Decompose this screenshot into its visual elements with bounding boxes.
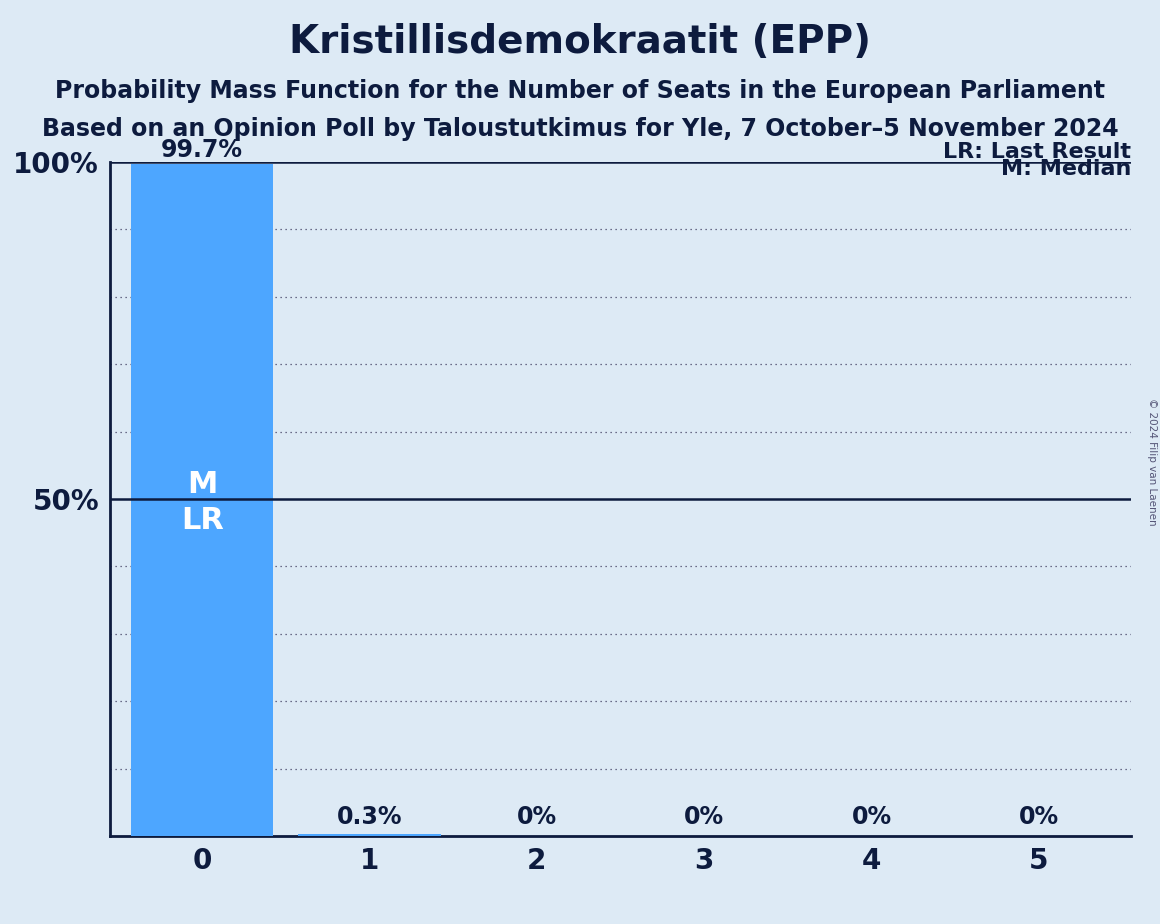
Text: 0%: 0% — [1018, 806, 1059, 830]
Bar — [131, 164, 274, 836]
Bar — [298, 834, 441, 836]
Text: M
LR: M LR — [181, 470, 224, 535]
Text: 0.3%: 0.3% — [336, 806, 403, 830]
Text: 0%: 0% — [851, 806, 892, 830]
Text: © 2024 Filip van Laenen: © 2024 Filip van Laenen — [1147, 398, 1157, 526]
Text: M: Median: M: Median — [1001, 159, 1131, 178]
Text: 99.7%: 99.7% — [161, 138, 244, 162]
Text: 0%: 0% — [517, 806, 557, 830]
Text: 0%: 0% — [684, 806, 724, 830]
Text: Based on an Opinion Poll by Taloustutkimus for Yle, 7 October–5 November 2024: Based on an Opinion Poll by Taloustutkim… — [42, 117, 1118, 141]
Text: LR: Last Result: LR: Last Result — [943, 141, 1131, 162]
Text: Kristillisdemokraatit (EPP): Kristillisdemokraatit (EPP) — [289, 23, 871, 61]
Text: Probability Mass Function for the Number of Seats in the European Parliament: Probability Mass Function for the Number… — [55, 79, 1105, 103]
